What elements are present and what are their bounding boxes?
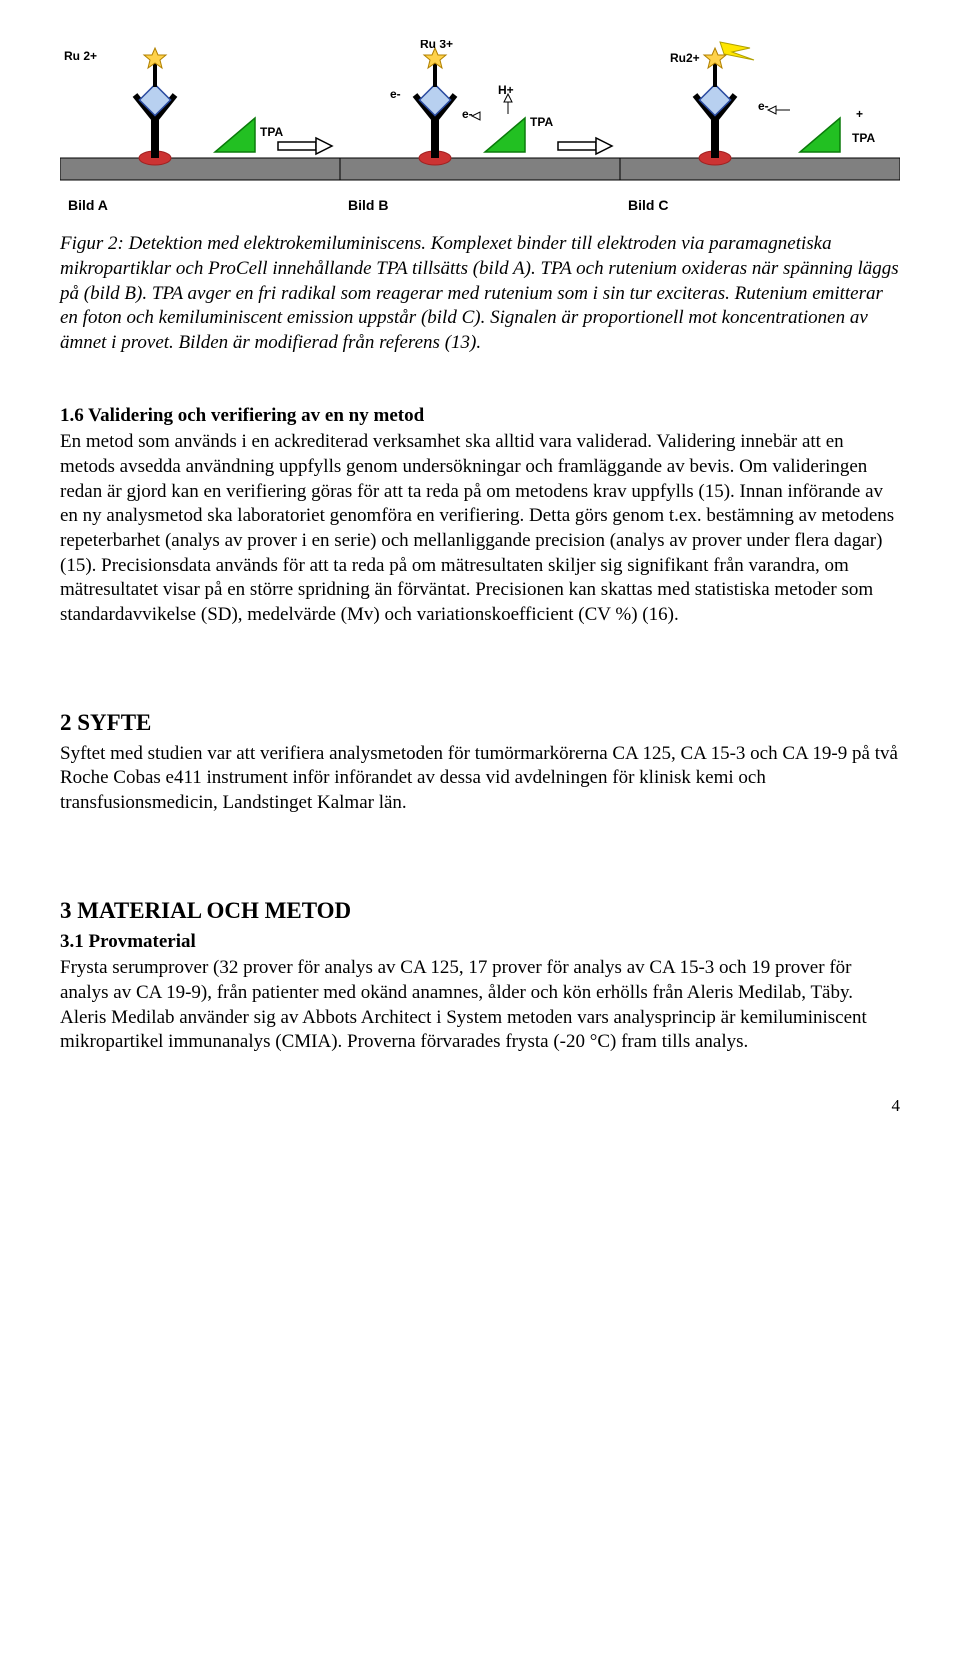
section-3-1-body: Frysta serumprover (32 prover för analys… [60,956,900,1055]
left-arrow-icon [472,112,480,120]
panel-b-label: Bild B [348,196,620,214]
section-2-heading: 2 SYFTE [60,708,900,738]
e-minus-label-b2: e- [462,107,473,121]
ru-label-a: Ru 2+ [64,49,97,63]
figure-2-diagram: Ru 2+ TPA Bild A [60,40,900,214]
section-3-heading: 3 MATERIAL OCH METOD [60,896,900,926]
section-1-6-heading: 1.6 Validering och verifiering av en ny … [60,404,900,429]
up-arrow-icon [504,94,512,114]
ru-label-b: Ru 3+ [420,40,453,51]
panel-a: Ru 2+ TPA Bild A [60,40,340,214]
panel-b: Ru 3+ e- TPA e- H+ [340,40,620,214]
arrow-right-icon [278,138,332,154]
e-minus-label-b1: e- [390,87,401,101]
e-minus-label-c: e- [758,99,769,113]
ru-label-c: Ru2+ [670,51,700,65]
arrow-right-icon [558,138,612,154]
left-arrow-icon [768,106,790,114]
section-1-6-body: En metod som används i en ackrediterad v… [60,430,900,628]
panel-c: Ru2+ e- TPA + Bild C [620,40,900,214]
plus-label: + [856,107,863,121]
panel-c-label: Bild C [628,196,900,214]
tpa-label-a: TPA [260,125,283,139]
panel-a-label: Bild A [68,196,340,214]
tpa-label-b: TPA [530,115,553,129]
h-plus-label: H+ [498,83,514,97]
tpa-label-c: TPA [852,131,875,145]
section-2-body: Syftet med studien var att verifiera ana… [60,742,900,816]
light-emission-icon [720,42,754,60]
section-3-1-heading: 3.1 Provmaterial [60,930,900,955]
figure-2-caption: Figur 2: Detektion med elektrokemilumini… [60,232,900,355]
page-number: 4 [60,1095,900,1117]
